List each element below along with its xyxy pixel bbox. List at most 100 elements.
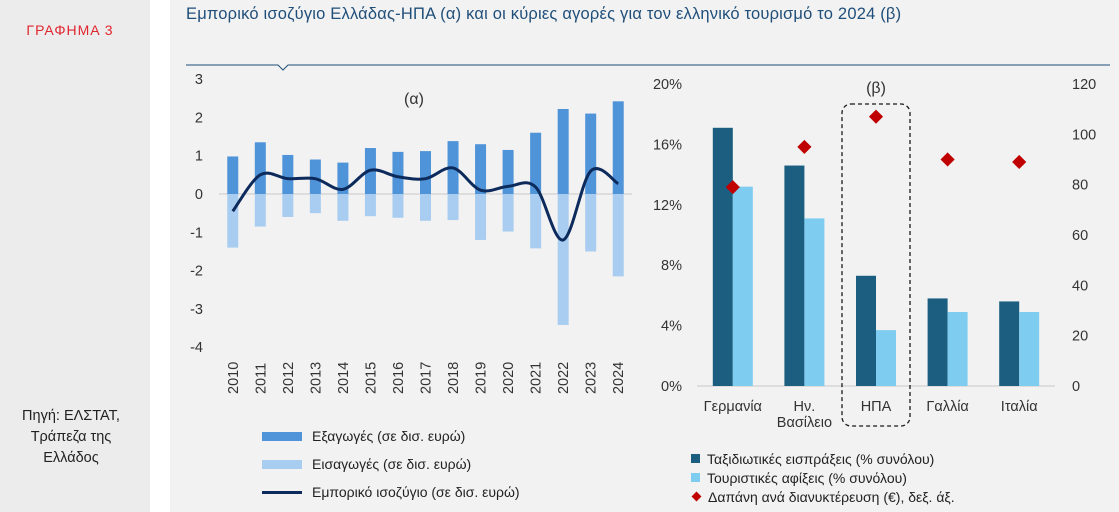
- spending-marker: [940, 152, 955, 167]
- export-bar: [309, 159, 321, 194]
- export-bar: [392, 151, 404, 194]
- export-bar: [557, 108, 569, 194]
- y-tick-label-a: 1: [195, 149, 203, 165]
- y-tick-label-a: 0: [195, 187, 203, 203]
- import-bar: [447, 194, 459, 221]
- import-bar: [612, 194, 624, 277]
- panel-label-a: (α): [404, 91, 424, 108]
- x-tick-label-a: 2015: [363, 362, 379, 394]
- x-tick-label-a: 2021: [529, 362, 545, 394]
- chart-panel: [170, 0, 1119, 512]
- y-right-tick-label-b: 120: [1072, 77, 1096, 93]
- legend-item-imports: Εισαγωγές (σε δισ. ευρώ): [262, 450, 520, 478]
- legend-label-exports: Εξαγωγές (σε δισ. ευρώ): [312, 428, 466, 444]
- legend-swatch-imports: [262, 459, 302, 469]
- legend-item-arrivals: Τουριστικές αφίξεις (% συνόλου): [691, 468, 955, 487]
- export-bar: [585, 113, 597, 194]
- import-bar: [585, 194, 597, 252]
- legend-swatch-receipts: [691, 454, 700, 463]
- source-line-2: Τράπεζα της: [30, 429, 112, 445]
- import-bar: [420, 194, 431, 221]
- legend-item-balance: Εμπορικό ισοζύγιο (σε δισ. ευρώ): [262, 478, 520, 506]
- x-tick-label-b: Γερμανία: [704, 399, 762, 415]
- legend-label-receipts: Ταξιδιωτικές εισπράξεις (% συνόλου): [707, 450, 935, 467]
- source-line-1: Πηγή: ΕΛΣΤΑΤ,: [22, 408, 120, 424]
- export-bar: [282, 154, 294, 194]
- y-right-tick-label-b: 80: [1072, 178, 1088, 194]
- import-bar: [337, 194, 349, 221]
- highlight-box: [841, 103, 911, 427]
- spending-marker: [797, 139, 812, 154]
- y-right-tick-label-b: 20: [1072, 329, 1088, 345]
- x-tick-label-a: 2017: [419, 362, 435, 394]
- y-left-tick-label-b: 4%: [661, 319, 682, 335]
- y-left-tick-label-b: 8%: [661, 258, 682, 274]
- y-tick-label-a: -2: [190, 264, 203, 280]
- legend-swatch-spending: [691, 491, 702, 502]
- legend-b: Ταξιδιωτικές εισπράξεις (% συνόλου) Τουρ…: [691, 449, 955, 506]
- y-tick-label-a: -3: [190, 302, 203, 318]
- figure-label: ΓΡΑΦΗΜΑ 3: [26, 22, 114, 38]
- import-bar: [254, 194, 266, 227]
- spending-marker: [868, 109, 884, 124]
- x-tick-label-a: 2018: [446, 362, 462, 394]
- export-bar: [337, 162, 349, 194]
- y-left-tick-label-b: 16%: [653, 137, 682, 153]
- export-bar: [530, 132, 542, 194]
- y-right-tick-label-b: 100: [1072, 127, 1096, 143]
- y-left-tick-label-b: 12%: [653, 198, 682, 214]
- import-bar: [309, 194, 321, 214]
- x-tick-label-a: 2020: [501, 362, 517, 394]
- x-tick-label-b: Ην.: [794, 399, 816, 415]
- legend-swatch-exports: [262, 431, 302, 441]
- balance-line: [231, 166, 620, 242]
- import-bar: [557, 194, 569, 325]
- import-bar: [227, 194, 239, 248]
- export-bar: [502, 149, 514, 194]
- y-right-tick-label-b: 60: [1072, 228, 1088, 244]
- x-tick-label-a: 2016: [391, 362, 407, 394]
- x-tick-label-a: 2014: [336, 362, 352, 394]
- title-rule: [186, 64, 1110, 71]
- legend-label-arrivals: Τουριστικές αφίξεις (% συνόλου): [707, 469, 907, 486]
- y-tick-label-a: -4: [190, 340, 203, 356]
- x-tick-label-a: 2024: [611, 362, 627, 394]
- left-band: [0, 0, 150, 512]
- x-tick-label-a: 2010: [226, 362, 242, 394]
- import-bar: [502, 194, 514, 232]
- y-tick-label-a: -1: [190, 225, 203, 241]
- legend-label-spending: Δαπάνη ανά διανυκτέρευση (€), δεξ. άξ.: [708, 488, 955, 505]
- chart-title: Εμπορικό ισοζύγιο Ελλάδας-ΗΠΑ (α) και οι…: [186, 5, 902, 23]
- receipts-bar: [784, 165, 805, 386]
- export-bar: [475, 144, 487, 194]
- spending-marker: [1012, 154, 1027, 170]
- arrivals-bar: [947, 312, 968, 386]
- legend-item-spending: Δαπάνη ανά διανυκτέρευση (€), δεξ. άξ.: [691, 487, 955, 506]
- x-tick-label-a: 2011: [253, 363, 269, 394]
- arrivals-bar: [804, 218, 825, 386]
- arrivals-bar: [1019, 312, 1040, 386]
- arrivals-bar: [732, 186, 753, 386]
- x-tick-label-b: Γαλλία: [926, 399, 968, 415]
- import-bar: [392, 194, 404, 218]
- panel-label-b: (β): [866, 80, 886, 97]
- legend-item-exports: Εξαγωγές (σε δισ. ευρώ): [262, 422, 520, 450]
- import-bar: [364, 194, 376, 217]
- legend-swatch-balance: [262, 490, 302, 494]
- export-bar: [420, 151, 431, 194]
- y-right-tick-label-b: 0: [1072, 379, 1080, 395]
- source-line-3: Ελλάδος: [43, 450, 99, 466]
- x-tick-label-b: ΗΠΑ: [861, 399, 892, 415]
- x-tick-label-b: Βασίλειο: [777, 415, 832, 431]
- legend-item-receipts: Ταξιδιωτικές εισπράξεις (% συνόλου): [691, 449, 955, 468]
- y-left-tick-label-b: 20%: [653, 77, 682, 93]
- y-left-tick-label-b: 0%: [661, 379, 682, 395]
- y-tick-label-a: 3: [195, 72, 203, 88]
- source-note: Πηγή: ΕΛΣΤΑΤ, Τράπεζα της Ελλάδος: [0, 406, 142, 469]
- import-bar: [530, 194, 542, 249]
- y-tick-label-a: 2: [195, 110, 203, 126]
- receipts-bar: [927, 298, 948, 386]
- x-tick-label-b: Ιταλία: [1001, 399, 1038, 415]
- x-tick-label-a: 2012: [281, 362, 297, 394]
